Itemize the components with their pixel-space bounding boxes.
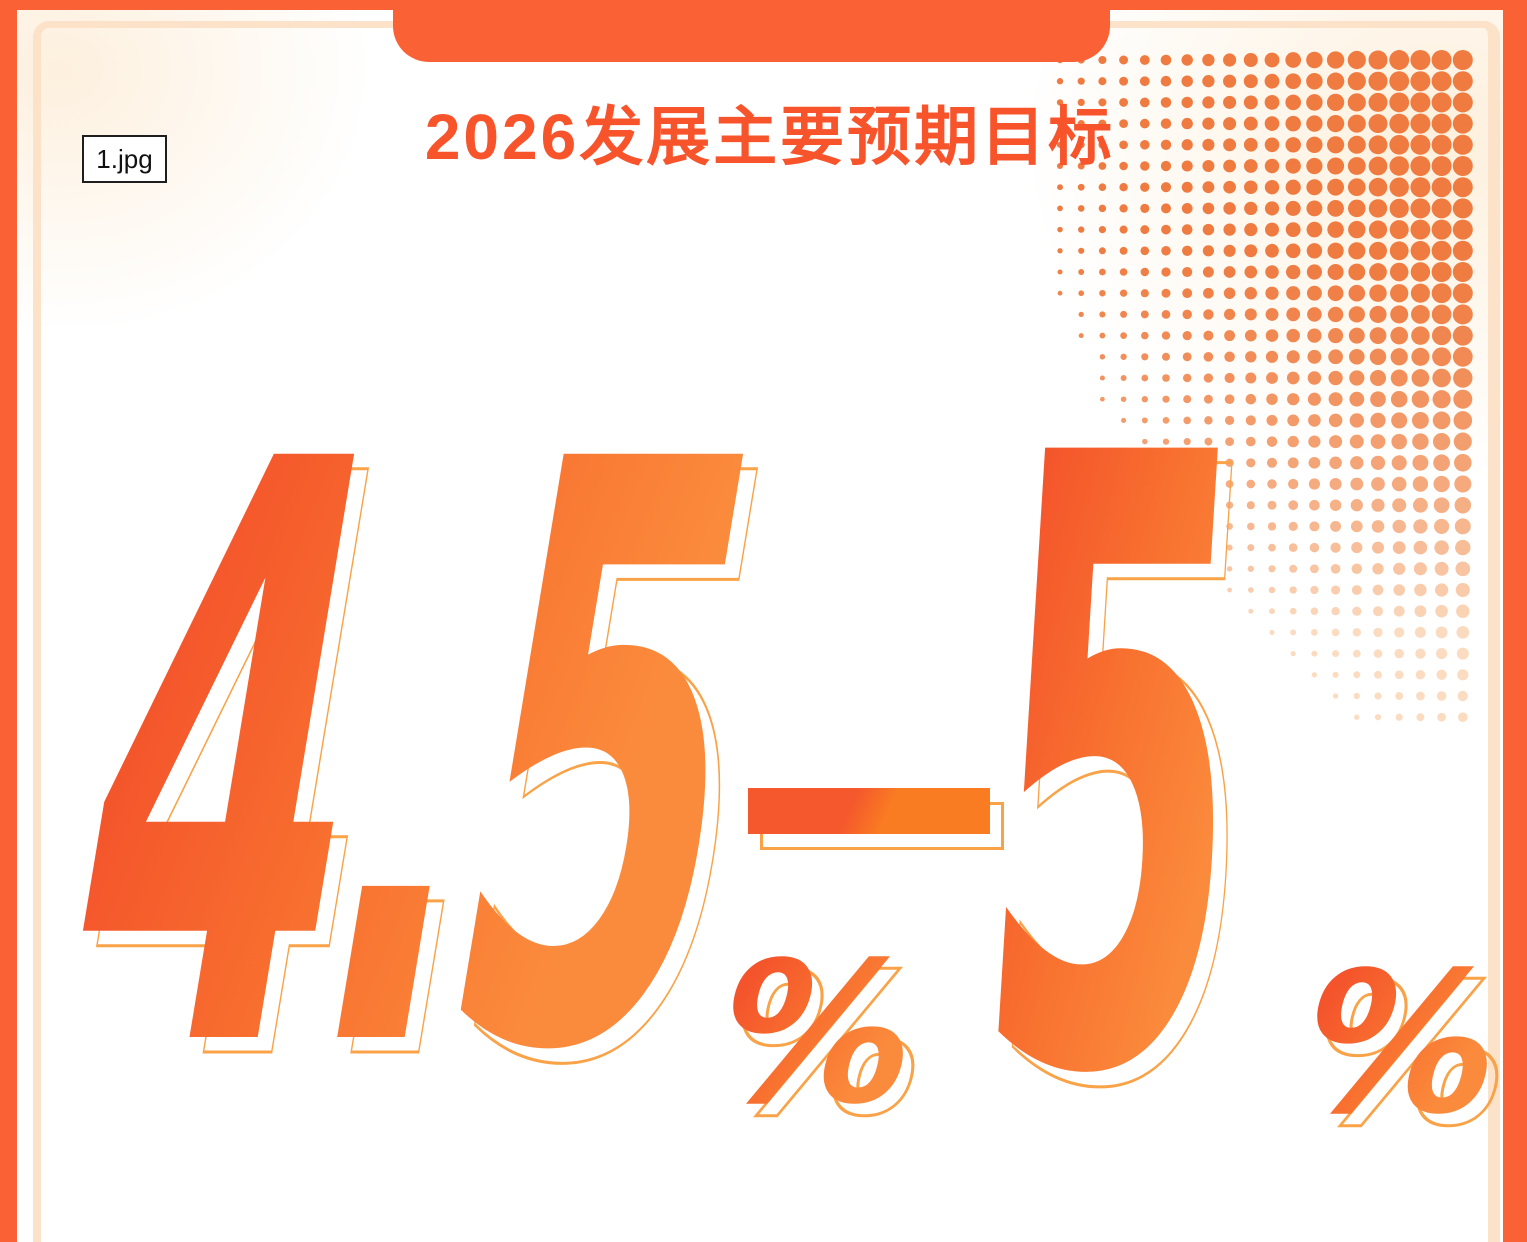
range-dash <box>748 788 990 834</box>
value-range-start: 4.5 <box>16 294 800 1226</box>
frame-border-right <box>1503 0 1527 1242</box>
title-banner <box>393 0 1110 62</box>
image-alt-label: 1.jpg <box>82 135 167 183</box>
frame-border-top <box>0 0 1527 10</box>
image-alt-label-text: 1.jpg <box>96 143 153 174</box>
poster-title: 2026发展主要预期目标 <box>424 101 1116 173</box>
halftone-dots-pattern <box>1056 50 1473 722</box>
frame-border-left <box>0 0 17 1242</box>
value-range-end: 5 <box>955 281 1274 1242</box>
